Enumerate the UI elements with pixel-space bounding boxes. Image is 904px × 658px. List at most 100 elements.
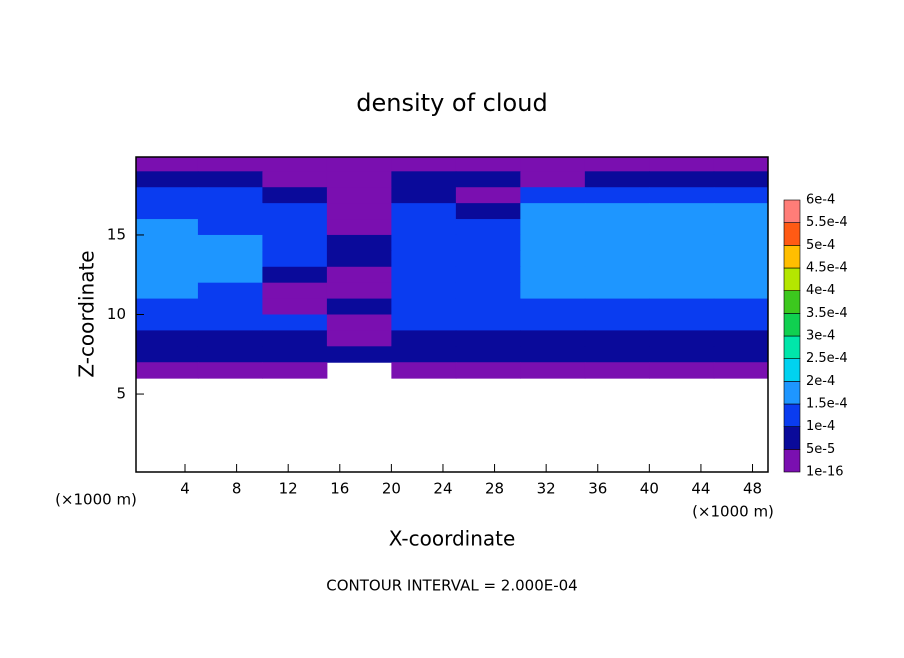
field-cell [649,250,715,268]
field-cell [136,282,199,300]
field-cell [326,171,392,188]
colorbar-label: 1e-16 [806,465,844,480]
colorbar-label: 1.5e-4 [806,397,848,412]
colorbar-band [783,426,801,450]
field-cell [455,234,521,252]
field-cell [391,157,457,172]
colorbar-label: 2.5e-4 [806,351,848,366]
colorbar-label: 5e-5 [806,442,835,457]
field-cell [520,314,586,331]
field-cell [391,314,457,331]
field-cell [713,314,768,331]
field-cell [584,187,650,204]
field-cell [197,234,263,252]
x-tick-label: 44 [691,480,710,498]
field-cell [455,250,521,268]
field-cell [649,187,715,204]
field-cell [197,282,263,300]
field-cell [649,298,715,315]
field-cell [584,219,650,236]
y-unit-label: (×1000 m) [55,491,137,509]
field-cell [391,203,457,220]
y-tick-label: 15 [107,225,126,243]
field-cell [136,362,199,379]
field-cell [455,282,521,300]
field-cell [391,266,457,284]
colorbar-band [783,358,801,382]
y-axis-label: Z-coordinate [75,250,99,377]
plot-frame [135,156,769,473]
colorbar-band [783,335,801,359]
field-cell [197,314,263,331]
field-cell [197,157,263,172]
field-cell [455,203,521,220]
field-cell [326,219,392,236]
field-cell [262,298,328,315]
field-cell [649,234,715,252]
field-cell [326,203,392,220]
field-cell [391,298,457,315]
field-cell [262,250,328,268]
x-unit-label: (×1000 m) [692,503,774,521]
x-axis-label: X-coordinate [389,527,516,551]
field-cell [326,187,392,204]
field-cell [649,219,715,236]
field-cell [455,298,521,315]
field-cell [713,157,768,172]
field-cell [713,187,768,204]
x-tick-label: 16 [330,480,349,498]
field-cell [520,219,586,236]
field-cell [391,330,457,347]
field-cell [584,157,650,172]
field-cell [455,157,521,172]
colorbar-label: 4e-4 [806,283,835,298]
field-cell [584,282,650,300]
x-tick-label: 12 [279,480,298,498]
field-cell [713,282,768,300]
field-cell [649,282,715,300]
field-cell [455,266,521,284]
field-cell [262,203,328,220]
field-cell [326,330,392,347]
field-cell [326,234,392,252]
field-cell [584,203,650,220]
colorbar-band [783,313,801,337]
x-tick-label: 40 [640,480,659,498]
colorbar-band [783,245,801,269]
field-cell [136,250,199,268]
field-cell [136,346,199,363]
contour-field [136,157,768,379]
colorbar-label: 5e-4 [806,238,835,253]
field-cell [713,171,768,188]
x-tick-label: 20 [382,480,401,498]
colorbar-label: 1e-4 [806,419,835,434]
field-cell [649,330,715,347]
field-cell [649,157,715,172]
field-cell [262,234,328,252]
field-cell [520,187,586,204]
field-cell [136,314,199,331]
field-cell [520,346,586,363]
colorbar-label: 5.5e-4 [806,215,848,230]
field-cell [520,171,586,188]
y-tick-label: 5 [116,385,126,403]
field-cell [136,157,199,172]
field-cell [520,157,586,172]
field-cell [262,330,328,347]
field-cell [326,346,392,363]
field-cell [649,203,715,220]
field-cell [455,171,521,188]
field-cell [197,187,263,204]
field-cell [520,330,586,347]
field-cell [520,203,586,220]
field-cell [455,330,521,347]
field-cell [713,250,768,268]
field-cell [584,346,650,363]
field-cell [713,298,768,315]
chart-title: density of cloud [356,89,547,117]
field-cell [197,250,263,268]
field-cell [584,314,650,331]
field-cell [713,203,768,220]
field-cell [520,266,586,284]
field-cell [520,282,586,300]
